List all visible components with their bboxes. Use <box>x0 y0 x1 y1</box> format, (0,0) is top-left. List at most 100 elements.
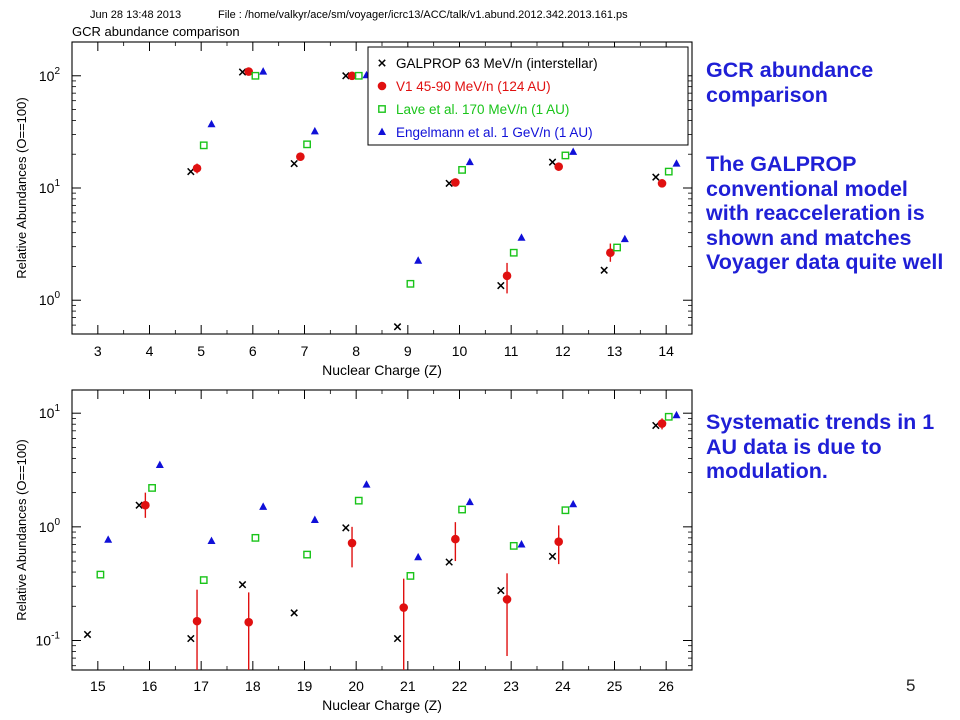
y-axis-label: Relative Abundances (O==100) <box>14 439 29 620</box>
side-paragraph-modulation: Systematic trends in 1 AU data is due to… <box>706 410 935 483</box>
data-point <box>517 233 526 241</box>
data-point <box>393 634 402 643</box>
x-tick-label: 13 <box>607 343 623 359</box>
data-point <box>303 140 311 149</box>
data-point <box>310 515 319 523</box>
data-point <box>290 159 298 168</box>
slide-number: 5 <box>906 676 916 695</box>
data-point <box>509 248 518 257</box>
data-point <box>548 552 557 561</box>
data-point <box>290 609 298 617</box>
data-point <box>155 460 164 469</box>
data-point <box>347 538 357 548</box>
x-tick-label: 16 <box>142 678 158 694</box>
x-tick-label: 23 <box>503 678 519 694</box>
data-point <box>569 147 578 155</box>
data-point <box>354 71 363 80</box>
data-point <box>620 234 629 243</box>
series-galprop-63-mev-n-interstellar <box>83 421 660 643</box>
data-point <box>296 152 305 162</box>
x-tick-label: 11 <box>504 343 519 359</box>
y-tick-label: 100 <box>39 517 61 535</box>
x-axis-label: Nuclear Charge (Z) <box>322 697 442 713</box>
data-point <box>458 505 466 514</box>
series-v1-45-90-mev-n-124-au <box>141 418 667 670</box>
data-point <box>244 617 253 627</box>
chart-panel-bottom: 15 16 17 18 19 20 21 22 23 24 25 26 10-1 100 101 Nuclea… <box>14 389 693 713</box>
data-point <box>199 576 208 584</box>
data-point <box>414 256 423 264</box>
x-tick-label: 3 <box>94 343 102 359</box>
data-point <box>238 68 247 76</box>
legend: GALPROP 63 MeV/n (interstellar) V1 45-90 … <box>367 46 689 146</box>
data-point <box>554 537 563 547</box>
data-point <box>141 500 150 510</box>
data-point <box>664 412 673 421</box>
data-point <box>465 497 474 506</box>
x-tick-label: 14 <box>658 343 674 359</box>
x-tick-label: 17 <box>193 678 209 694</box>
data-point <box>238 580 247 589</box>
data-point <box>342 524 350 532</box>
data-point <box>362 480 371 488</box>
x-tick-label: 18 <box>245 678 261 694</box>
data-point <box>657 179 667 188</box>
x-tick-label: 9 <box>404 343 412 359</box>
data-point <box>657 419 667 428</box>
x-tick-label: 6 <box>249 343 257 359</box>
x-tick-label: 4 <box>146 343 154 359</box>
data-point <box>135 501 143 509</box>
data-point <box>497 281 505 290</box>
data-point <box>554 162 563 171</box>
x-tick-label: 12 <box>555 343 571 359</box>
legend-marker <box>378 105 386 113</box>
legend-item-v1-45-90-mev-n-124-au: V1 45-90 MeV/n (124 AU) <box>377 79 551 94</box>
data-point <box>664 167 673 176</box>
data-point <box>83 630 92 639</box>
data-point <box>393 323 402 331</box>
legend-label: Lave et al. 170 MeV/n (1 AU) <box>396 102 569 117</box>
data-point <box>207 536 216 545</box>
data-point <box>251 71 260 80</box>
legend-item-engelmann-et-al-1-gev-n-1-au: Engelmann et al. 1 GeV/n (1 AU) <box>378 125 593 140</box>
y-tick-label: 101 <box>39 403 61 421</box>
data-point <box>96 570 105 579</box>
x-tick-label: 15 <box>90 678 106 694</box>
data-point <box>458 165 466 174</box>
x-tick-label: 25 <box>607 678 623 694</box>
data-point <box>192 616 202 626</box>
legend-label: GALPROP 63 MeV/n (interstellar) <box>396 56 598 71</box>
y-tick-label: 101 <box>39 178 61 196</box>
data-point <box>509 541 518 550</box>
data-point <box>207 119 216 128</box>
legend-marker <box>377 81 387 91</box>
data-point <box>310 126 319 135</box>
x-tick-label: 26 <box>658 678 674 694</box>
x-tick-label: 10 <box>452 343 468 359</box>
y-tick-label: 10-1 <box>36 630 61 648</box>
y-tick-label: 102 <box>39 66 61 84</box>
series-engelmann-et-al-1-gev-n-1-au <box>207 67 681 264</box>
series-lave-et-al-170-mev-n-1-au <box>96 412 673 584</box>
legend-label: V1 45-90 MeV/n (124 AU) <box>396 79 551 94</box>
data-point <box>451 178 460 187</box>
data-point <box>148 484 156 492</box>
legend-item-galprop-63-mev-n-interstellar: GALPROP 63 MeV/n (interstellar) <box>378 56 598 71</box>
data-point <box>502 271 512 281</box>
data-point <box>199 141 208 150</box>
data-point <box>104 535 113 543</box>
data-point <box>569 499 578 508</box>
data-point <box>561 506 570 515</box>
data-point <box>445 558 453 566</box>
data-point <box>406 572 415 580</box>
data-point <box>672 159 681 167</box>
series-engelmann-et-al-1-gev-n-1-au <box>104 410 681 561</box>
data-point <box>244 67 253 76</box>
data-point <box>187 634 195 643</box>
data-point <box>303 550 311 559</box>
data-point <box>414 552 423 561</box>
x-tick-label: 7 <box>301 343 309 359</box>
x-tick-label: 20 <box>348 678 364 694</box>
data-point <box>561 151 570 160</box>
